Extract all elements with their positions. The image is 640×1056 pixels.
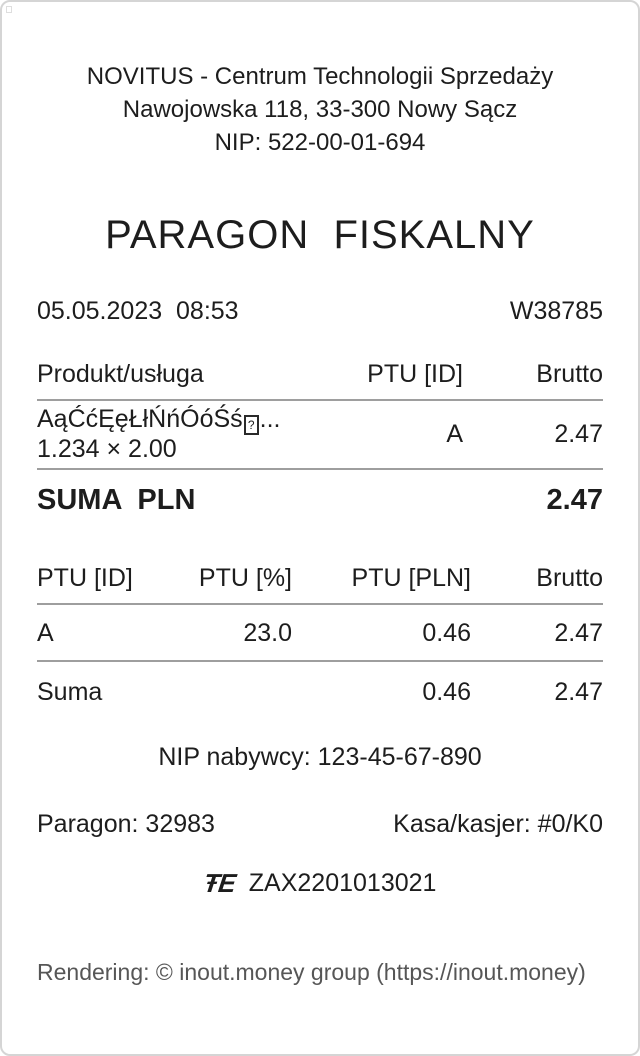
ptu-table-header: PTU [ID] PTU [%] PTU [PLN] Brutto (37, 562, 603, 605)
rendering-credit: Rendering: © inout.money group (https://… (37, 959, 586, 985)
receipt-title: PARAGON FISKALNY (105, 213, 535, 257)
ptu-header-percent: PTU [%] (198, 564, 292, 592)
corner-artifact-icon (6, 6, 12, 13)
item-product-cell: AąĆćĘęŁłŃńÓóŚś?... 1.234 × 2.00 (37, 405, 313, 463)
merchant-header: NOVITUS - Centrum Technologii Sprzedaży … (37, 60, 603, 159)
ptu-a-brutto: 2.47 (554, 619, 603, 647)
suma-label: SUMA PLN (37, 484, 196, 516)
item-name-ellipsis: ... (259, 405, 281, 433)
kasa-kasjer: Kasa/kasjer: #0/K0 (393, 810, 603, 838)
merchant-nip: NIP: 522-00-01-694 (214, 129, 426, 156)
item-name-line: AąĆćĘęŁłŃńÓóŚś?... (37, 405, 313, 435)
ptu-a-id: A (37, 619, 54, 647)
ptu-suma-pln: 0.46 (422, 678, 471, 706)
item-brutto: 2.47 (554, 420, 603, 448)
item-qty-price: 1.234 × 2.00 (37, 435, 177, 463)
item-row: AąĆćĘęŁłŃńÓóŚś?... 1.234 × 2.00 A 2.47 (37, 401, 603, 470)
items-header-brutto: Brutto (536, 360, 603, 388)
fiscal-logo-icon: ŦE (198, 868, 240, 898)
receipt-number: W38785 (509, 297, 603, 325)
ptu-suma-brutto: 2.47 (554, 678, 603, 706)
ptu-a-percent: 23.0 (243, 619, 292, 647)
ptu-header-pln: PTU [PLN] (351, 564, 471, 592)
suma-value: 2.47 (546, 484, 603, 516)
merchant-name: NOVITUS - Centrum Technologii Sprzedaży (86, 63, 554, 90)
ptu-header-id: PTU [ID] (37, 564, 133, 592)
items-header-product: Produkt/usługa (37, 360, 204, 388)
ptu-row-a: A 23.0 0.46 2.47 (37, 605, 603, 662)
ptu-row-suma: Suma 0.46 2.47 (37, 662, 603, 709)
receipt-datetime: 05.05.2023 08:53 (37, 297, 239, 325)
ptu-suma-percent (157, 676, 292, 709)
items-table-header: Produkt/usługa PTU [ID] Brutto (37, 358, 603, 401)
items-header-ptu: PTU [ID] (367, 360, 463, 388)
suma-row: SUMA PLN 2.47 (37, 480, 603, 520)
paragon-kasa-row: Paragon: 32983 Kasa/kasjer: #0/K0 (37, 808, 603, 841)
merchant-address: Nawojowska 118, 33-300 Nowy Sącz (122, 96, 518, 123)
buyer-nip: NIP nabywcy: 123-45-67-890 (158, 743, 482, 771)
ptu-suma-label: Suma (37, 678, 103, 706)
ptu-header-brutto: Brutto (536, 564, 603, 592)
fiscal-id-row: ŦE ZAX2201013021 (37, 867, 603, 900)
ptu-a-pln: 0.46 (422, 619, 471, 647)
paragon-number: Paragon: 32983 (37, 810, 215, 838)
item-name: AąĆćĘęŁłŃńÓóŚś (37, 405, 243, 433)
meta-row: 05.05.2023 08:53 W38785 (37, 295, 603, 328)
item-ptu-id: A (446, 420, 463, 448)
fiscal-number: ZAX2201013021 (248, 869, 437, 897)
missing-glyph-icon: ? (243, 415, 259, 435)
missing-glyph-char: ? (247, 418, 255, 432)
